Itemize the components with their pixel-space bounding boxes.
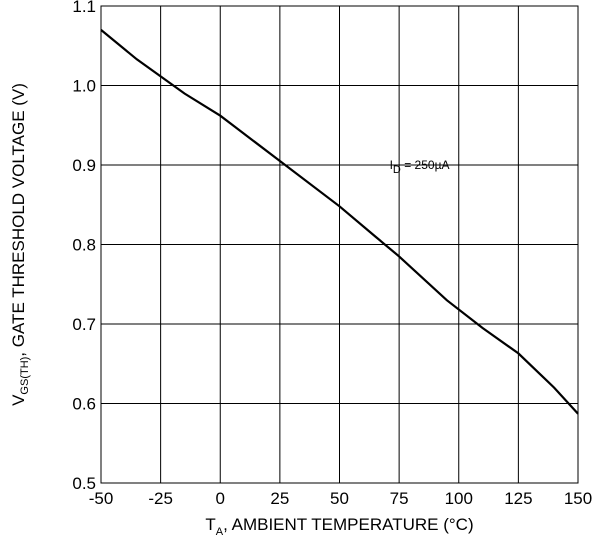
x-tick-label: 75 [390,489,409,508]
x-tick-label: -50 [89,489,114,508]
x-tick-label: 150 [564,489,592,508]
y-tick-labels: 0.5 0.6 0.7 0.8 0.9 1.0 1.1 [72,0,96,493]
x-tick-label: -25 [148,489,173,508]
y-tick-label: 0.6 [72,395,96,414]
annotation-id-label: ID = 250µA [390,158,450,176]
x-axis-label: TA, AMBIENT TEMPERATURE (°C) [205,515,473,538]
y-axis-label-sub: GS(TH) [19,357,31,395]
y-axis-label: VGS(TH), GATE THRESHOLD VOLTAGE (V) [9,83,31,406]
y-axis-label-rest: , GATE THRESHOLD VOLTAGE (V) [9,83,28,357]
x-tick-label: 50 [330,489,349,508]
plot-frame [100,5,579,484]
x-axis-label-main: T [205,515,215,534]
y-tick-label: 0.9 [72,156,96,175]
y-tick-label: 0.7 [72,315,96,334]
y-tick-label: 1.0 [72,77,96,96]
y-tick-label: 0.5 [72,474,96,493]
y-tick-label: 0.8 [72,236,96,255]
x-axis-label-sub: A [216,526,224,538]
annotation-rest: = 250µA [401,158,450,172]
y-axis-label-main: V [9,394,28,406]
grid [100,5,579,484]
x-tick-label: 25 [270,489,289,508]
x-tick-label: 125 [504,489,532,508]
y-tick-label: 1.1 [72,0,96,16]
annotation-sub: D [393,164,401,176]
x-tick-label: 100 [445,489,473,508]
x-tick-labels: -50 -25 0 25 50 75 100 125 150 [89,489,592,508]
series-line [100,29,579,415]
x-tick-label: 0 [216,489,225,508]
x-axis-label-rest: , AMBIENT TEMPERATURE (°C) [223,515,474,534]
annotation-main: I [390,158,393,172]
